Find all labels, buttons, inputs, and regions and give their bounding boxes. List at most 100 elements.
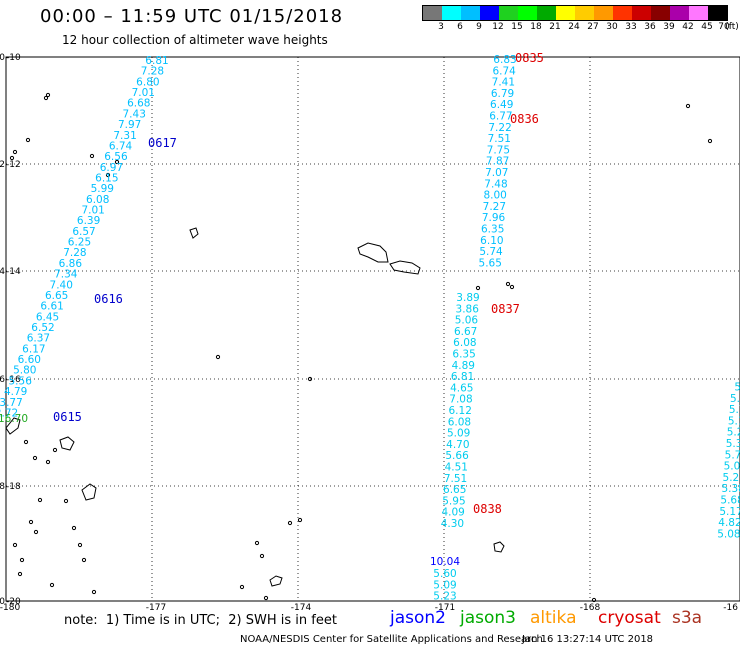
wave-height-value: 5.34 <box>726 438 740 450</box>
wave-height-value: 6.35 <box>481 224 504 236</box>
wave-height-value: 6.08 <box>448 416 471 428</box>
islet-marker <box>254 540 260 546</box>
color-legend-bar <box>422 5 728 21</box>
wave-height-value: 5.60 <box>433 568 456 580</box>
islet-marker <box>287 520 293 526</box>
islet-marker <box>19 557 25 563</box>
wave-height-value: 5.13 <box>728 415 740 427</box>
islet-marker <box>91 589 97 595</box>
wave-height-value: 6.65 <box>443 484 466 496</box>
wave-height-value: 4.70 <box>446 439 469 451</box>
longitude-label: -168 <box>580 603 601 613</box>
color-unit-label: (ft) <box>725 22 739 32</box>
wave-height-value: 5.76 <box>725 449 740 461</box>
islet-marker <box>63 498 69 504</box>
wave-height-value: 6.86 <box>59 258 83 270</box>
islet-marker <box>17 571 23 577</box>
island-outline <box>269 575 283 587</box>
wave-height-value: 7.75 <box>487 144 510 156</box>
wave-height-value: 3.77 <box>0 397 23 409</box>
wave-height-value: 5.22 <box>727 427 740 439</box>
islet-marker <box>25 137 31 143</box>
color-tick-label: 18 <box>530 22 542 32</box>
wave-height-value: 6.35 <box>452 349 475 361</box>
wave-height-value: 5.28 <box>723 472 740 484</box>
islet-marker <box>263 595 269 601</box>
islet-marker <box>259 553 265 559</box>
wave-height-value: 5.08 <box>717 528 740 540</box>
islet-marker <box>475 285 481 291</box>
color-swatch <box>537 6 556 20</box>
wave-height-value: 6.81 <box>145 55 168 67</box>
latitude-label: -10 <box>6 53 21 63</box>
island-outline <box>5 417 21 435</box>
color-tick-label: 42 <box>682 22 694 32</box>
wave-height-value: 7.97 <box>118 119 141 131</box>
island-outline <box>357 242 389 263</box>
wave-height-value: 6.97 <box>100 162 123 174</box>
latitude-label: -14 <box>6 267 21 277</box>
map-subtitle: 12 hour collection of altimeter wave hei… <box>62 33 328 47</box>
wave-height-value: 6.08 <box>86 194 109 206</box>
wave-height-value: 7.31 <box>113 130 136 142</box>
wave-height-value: 6.17 <box>22 343 45 355</box>
islet-marker <box>297 517 303 523</box>
islet-marker <box>23 439 29 445</box>
island-outline <box>81 483 97 501</box>
wave-height-value: 6.81 <box>451 371 474 383</box>
island-outline <box>189 227 199 239</box>
islet-marker <box>509 284 515 290</box>
wave-height-value: 7.96 <box>482 212 506 224</box>
islet-marker <box>89 153 95 159</box>
wave-height-value: 5.80 <box>13 365 36 377</box>
wave-height-value: 7.48 <box>484 178 507 190</box>
color-tick-label: 6 <box>457 22 463 32</box>
color-tick-label: 36 <box>644 22 656 32</box>
wave-height-value: 7.07 <box>485 167 508 179</box>
wave-height-value: 6.56 <box>104 151 128 163</box>
satellite-legend-item: s3a <box>672 608 703 628</box>
wave-height-value: 5.38 <box>721 483 740 495</box>
wave-height-value: 7.34 <box>54 269 78 281</box>
wave-height-value: 5.07 <box>724 461 740 473</box>
pass-time-label: 0837 <box>491 302 520 316</box>
wave-height-value: 5.7 <box>734 382 740 394</box>
latitude-label: -12 <box>0 160 5 170</box>
islet-marker <box>45 459 51 465</box>
color-swatch <box>613 6 632 20</box>
color-swatch <box>518 6 537 20</box>
wave-height-value: 4.30 <box>441 518 464 530</box>
wave-height-value: 7.08 <box>449 394 472 406</box>
wave-height-value: 7.41 <box>492 77 515 89</box>
color-swatch <box>670 6 689 20</box>
color-swatch <box>594 6 613 20</box>
latitude-label: -20 <box>0 597 5 607</box>
color-tick-label: 45 <box>701 22 713 32</box>
wave-height-value: 5.17 <box>719 506 740 518</box>
wave-height-value: 4.79 <box>4 386 27 398</box>
pass-time-label: 0615 <box>53 410 82 424</box>
color-tick-label: 9 <box>476 22 482 32</box>
latitude-label: -16 <box>6 375 21 385</box>
wave-height-value: 5.23 <box>433 591 456 603</box>
color-tick-label: 12 <box>492 22 504 32</box>
wave-height-value: 6.65 <box>45 290 68 302</box>
islet-marker <box>28 519 34 525</box>
wave-height-value: 6.45 <box>36 311 59 323</box>
island-outline <box>59 436 75 451</box>
wave-height-value: 6.74 <box>492 65 516 77</box>
wave-height-value: 7.43 <box>123 108 146 120</box>
wave-height-value: 6.49 <box>490 99 513 111</box>
wave-height-value: 6.79 <box>491 88 514 100</box>
color-swatch <box>556 6 575 20</box>
latitude-label: -12 <box>6 160 21 170</box>
wave-height-value: 7.87 <box>486 156 509 168</box>
generated-timestamp: Jan 16 13:27:14 UTC 2018 <box>522 634 654 645</box>
pass-time-label: 0835 <box>515 51 544 65</box>
wave-height-value: 5.68 <box>720 495 740 507</box>
islet-marker <box>77 542 83 548</box>
islet-marker <box>52 447 58 453</box>
islet-marker <box>685 103 691 109</box>
longitude-label: -16 <box>723 603 738 613</box>
wave-height-value: 5.65 <box>479 257 502 269</box>
